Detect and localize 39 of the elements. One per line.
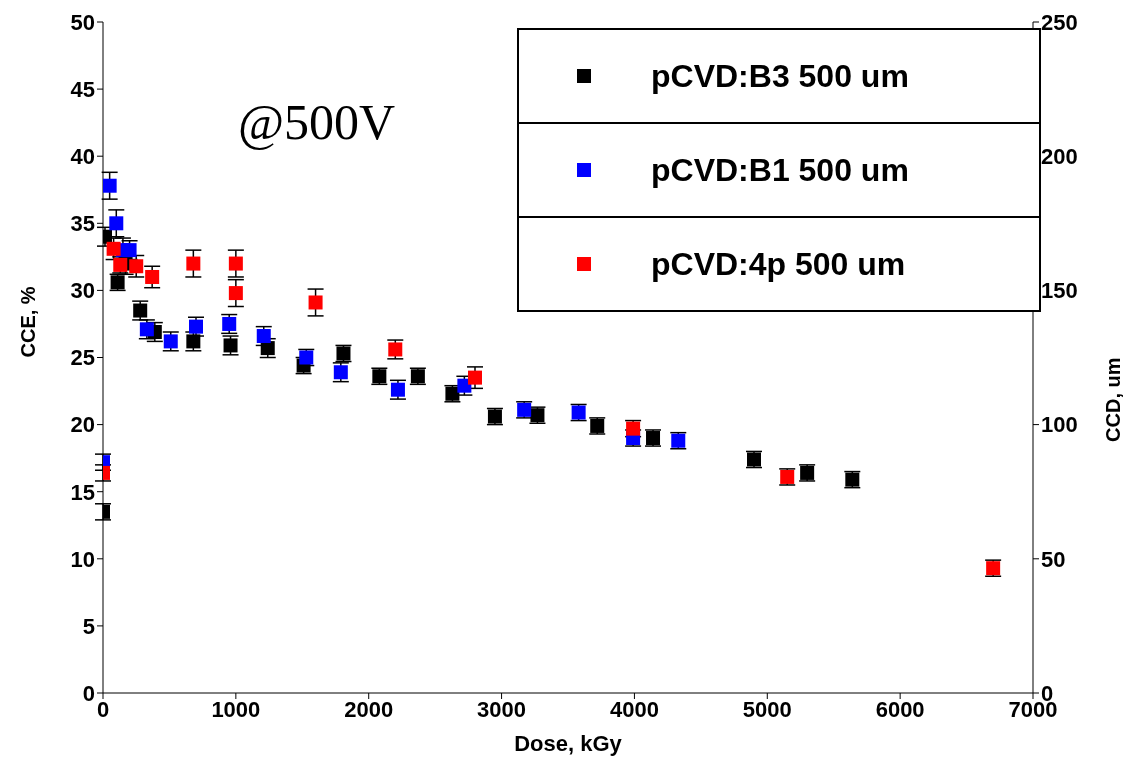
y2-axis-title: CCD, um: [1102, 357, 1125, 442]
legend-label: pCVD:B1 500 um: [651, 151, 909, 189]
legend-label: pCVD:B3 500 um: [651, 57, 909, 95]
y2-tick-label: 50: [1041, 546, 1066, 572]
x-tick-label: 6000: [875, 696, 925, 722]
y-axis-title: CCE, %: [17, 286, 40, 358]
y2-tick-label: 100: [1041, 412, 1078, 438]
x-tick-label: 5000: [742, 696, 792, 722]
y-tick-label: 25: [70, 345, 95, 371]
annotation: @500V: [238, 93, 396, 151]
y-tick-label: 10: [70, 546, 95, 572]
point: [145, 269, 160, 284]
x-tick-label: 1000: [211, 696, 261, 722]
y-tick-label: 0: [82, 680, 95, 706]
x-axis-title: Dose, kGy: [514, 731, 623, 756]
y2-tick-label: 150: [1041, 278, 1078, 304]
x-tick-label: 2000: [344, 696, 394, 722]
point: [109, 216, 124, 231]
y-tick-label: 40: [70, 144, 95, 170]
y-tick-label: 50: [70, 9, 95, 35]
point: [228, 286, 243, 301]
y2-tick-label: 200: [1041, 144, 1078, 170]
point: [222, 316, 237, 331]
x-tick-label: 4000: [609, 696, 659, 722]
y-tick-label: 30: [70, 278, 95, 304]
y-tick-label: 15: [70, 479, 95, 505]
legend-label: pCVD:4p 500 um: [651, 245, 906, 283]
point: [468, 370, 482, 385]
y2-tick-label: 250: [1041, 9, 1078, 35]
y-tick-label: 35: [70, 211, 95, 237]
point: [103, 178, 117, 193]
point: [228, 256, 243, 271]
y-tick-label: 45: [70, 76, 95, 102]
x-tick-label: 3000: [477, 696, 527, 722]
point: [256, 329, 271, 344]
point: [308, 295, 323, 310]
y-tick-label: 20: [70, 412, 95, 438]
y-tick-label: 5: [82, 613, 95, 639]
point: [186, 256, 201, 271]
